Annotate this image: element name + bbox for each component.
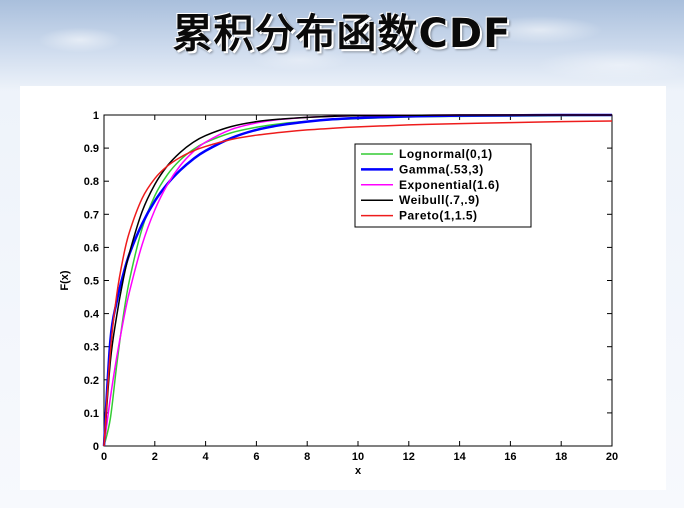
y-tick-label: 0.2 xyxy=(84,375,99,387)
x-tick-label: 8 xyxy=(304,451,310,463)
series-lines xyxy=(102,113,613,447)
y-tick-label: 0 xyxy=(93,441,99,453)
x-tick-label: 2 xyxy=(152,451,158,463)
legend-label: Gamma(.53,3) xyxy=(399,162,484,176)
x-axis-ticks: 0 2 4 6 8 10 12 14 16 18 20 xyxy=(101,115,618,463)
legend: Lognormal(0,1)Gamma(.53,3) Exponential(1.… xyxy=(354,143,532,228)
y-tick-label: 1 xyxy=(93,110,99,122)
x-tick-label: 18 xyxy=(555,451,567,463)
legend-label: Exponential(1.6) xyxy=(399,178,500,192)
plot-panel: 0 2 4 6 8 10 12 14 16 18 20 0 0.1 0.2 0.3 0.4 0.5 0.6 0.7… xyxy=(20,86,666,490)
x-tick-label: 0 xyxy=(101,451,107,463)
y-tick-label: 0.3 xyxy=(84,342,99,354)
series-line-weibull-7-9 xyxy=(103,114,612,447)
x-tick-label: 12 xyxy=(403,451,415,463)
y-axis-ticks: 0 0.1 0.2 0.3 0.4 0.5 0.6 0.7 0.8 0.9 1 xyxy=(84,110,612,453)
legend-label: Weibull(.7,.9) xyxy=(399,193,480,207)
y-tick-label: 0.6 xyxy=(84,242,99,254)
x-tick-label: 6 xyxy=(253,451,259,463)
y-tick-label: 0.1 xyxy=(84,408,99,420)
world-map-banner xyxy=(0,0,684,80)
slide-title: 累积分布函数CDF xyxy=(172,11,512,57)
x-tick-label: 10 xyxy=(352,451,364,463)
series-line-pareto-1-1-5 xyxy=(103,120,613,447)
x-tick-label: 14 xyxy=(453,451,466,463)
x-tick-label: 16 xyxy=(504,451,516,463)
y-tick-label: 0.8 xyxy=(84,176,99,188)
y-tick-label: 0.9 xyxy=(84,143,99,155)
y-tick-label: 0.5 xyxy=(84,276,99,288)
x-tick-label: 20 xyxy=(606,451,618,463)
x-tick-label: 4 xyxy=(203,451,210,463)
legend-label: Pareto(1,1.5) xyxy=(399,209,478,223)
y-tick-label: 0.7 xyxy=(84,209,99,221)
cdf-chart: 0 2 4 6 8 10 12 14 16 18 20 0 0.1 0.2 0.3 0.4 0.5 0.6 0.7… xyxy=(59,110,618,477)
series-line-gamma-53-3 xyxy=(102,113,613,447)
y-tick-label: 0.4 xyxy=(84,309,100,321)
x-axis-label: x xyxy=(355,465,362,477)
y-axis-label: F(x) xyxy=(59,270,71,291)
legend-label: Lognormal(0,1) xyxy=(399,147,493,161)
